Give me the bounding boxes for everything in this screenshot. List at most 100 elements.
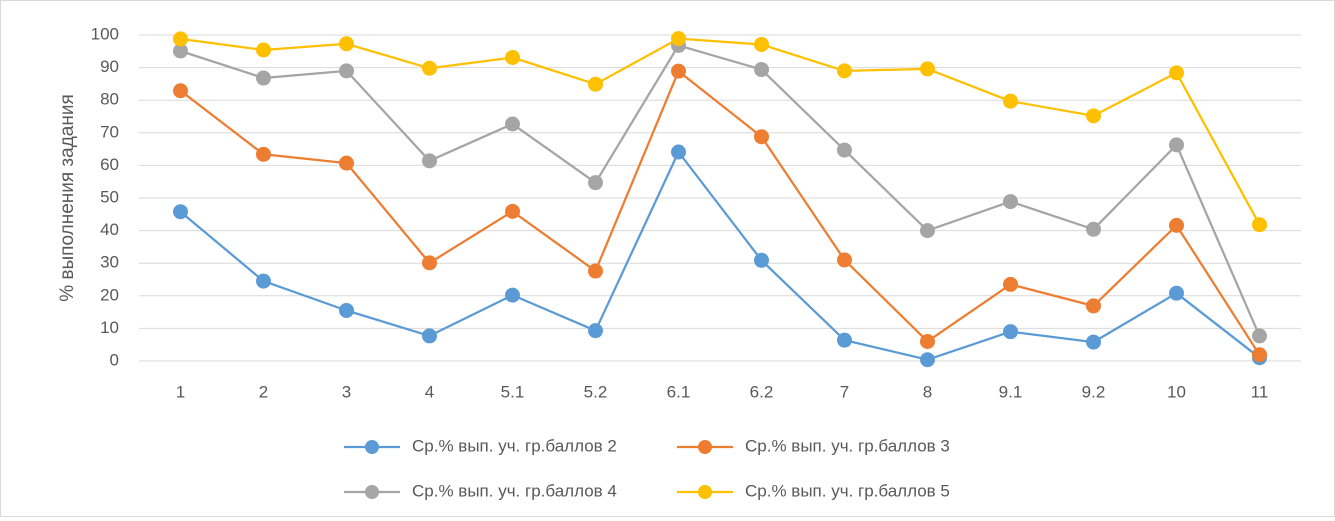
data-point [173,204,188,220]
legend-item-1: Ср.% вып. уч. гр.баллов 2 [344,436,617,455]
x-tick-label: 5.1 [501,382,525,401]
data-point [422,328,437,344]
x-tick-label: 2 [259,382,268,401]
data-point [1003,93,1018,109]
data-point [1086,298,1101,314]
x-tick-label: 8 [923,382,932,401]
series-line [180,37,1261,226]
x-tick-label: 10 [1167,382,1186,401]
series-line [179,150,1261,361]
data-point [505,116,520,132]
legend-marker [365,440,379,454]
data-point [256,70,271,86]
data-point [754,36,769,52]
y-tick-label: 50 [100,187,119,206]
data-point [588,263,603,279]
y-tick-label: 100 [91,24,119,43]
data-point [754,129,769,145]
data-point [1169,65,1184,81]
legend-label: Ср.% вып. уч. гр.баллов 5 [745,481,950,500]
data-point [920,333,935,349]
x-tick-label: 11 [1251,382,1269,401]
data-point [671,63,686,79]
x-tick-label: 3 [342,382,351,401]
data-point [1169,285,1184,301]
data-point [1086,334,1101,350]
data-point [1252,328,1267,344]
data-point [173,31,188,47]
legend-marker [698,440,712,454]
y-tick-label: 90 [100,57,119,76]
data-point [422,153,437,169]
data-point [671,31,686,47]
data-point [754,252,769,268]
x-tick-label: 9.1 [999,382,1023,401]
data-point [837,332,852,348]
series-line [179,70,1261,356]
data-point [505,203,520,219]
data-point [837,63,852,79]
data-point [1003,324,1018,340]
x-tick-label: 9.2 [1082,382,1106,401]
y-axis-label: % выполнения задания [57,94,78,302]
series-3 [173,37,1267,344]
data-point [256,273,271,289]
data-point [422,255,437,271]
y-tick-label: 30 [100,253,119,272]
data-point [1169,217,1184,233]
data-point [256,42,271,58]
data-point [422,60,437,76]
data-point [754,62,769,78]
data-point [588,76,603,92]
y-tick-label: 70 [100,122,119,141]
y-tick-label: 20 [100,285,119,304]
y-tick-label: 0 [110,350,119,369]
data-point [1252,217,1267,233]
data-point [1003,194,1018,210]
data-point [339,36,354,52]
x-tick-label: 1 [176,382,185,401]
data-point [1086,108,1101,124]
data-point [588,175,603,191]
y-tick-label: 10 [100,318,119,337]
series-1 [173,144,1267,368]
data-point [920,61,935,77]
data-point [505,49,520,65]
series-2 [173,63,1267,363]
y-tick-label: 60 [100,155,119,174]
x-tick-label: 6.1 [667,382,691,401]
x-tick-label: 6.2 [750,382,774,401]
data-point [588,323,603,339]
legend-label: Ср.% вып. уч. гр.баллов 3 [745,436,950,455]
data-point [256,146,271,162]
data-point [920,223,935,239]
data-point [339,155,354,171]
legend-marker [698,485,712,499]
legend-item-3: Ср.% вып. уч. гр.баллов 4 [344,481,617,500]
data-point [173,83,188,99]
data-point [1252,347,1267,363]
legend-item-2: Ср.% вып. уч. гр.баллов 3 [677,436,950,455]
series-4 [173,31,1267,233]
series-line [180,44,1261,337]
data-point [1169,137,1184,153]
x-tick-label: 4 [425,382,434,401]
legend-label: Ср.% вып. уч. гр.баллов 4 [412,481,617,500]
legend-item-4: Ср.% вып. уч. гр.баллов 5 [677,481,950,500]
y-tick-label: 80 [100,90,119,109]
data-point [1086,221,1101,237]
x-tick-label: 5.2 [584,382,608,401]
data-point [920,352,935,368]
legend-marker [365,485,379,499]
data-point [837,252,852,268]
data-point [837,142,852,158]
data-point [671,144,686,160]
data-point [505,287,520,303]
data-point [339,63,354,79]
y-tick-label: 40 [100,220,119,239]
data-point [339,302,354,318]
x-tick-label: 7 [840,382,849,401]
data-point [1003,276,1018,292]
